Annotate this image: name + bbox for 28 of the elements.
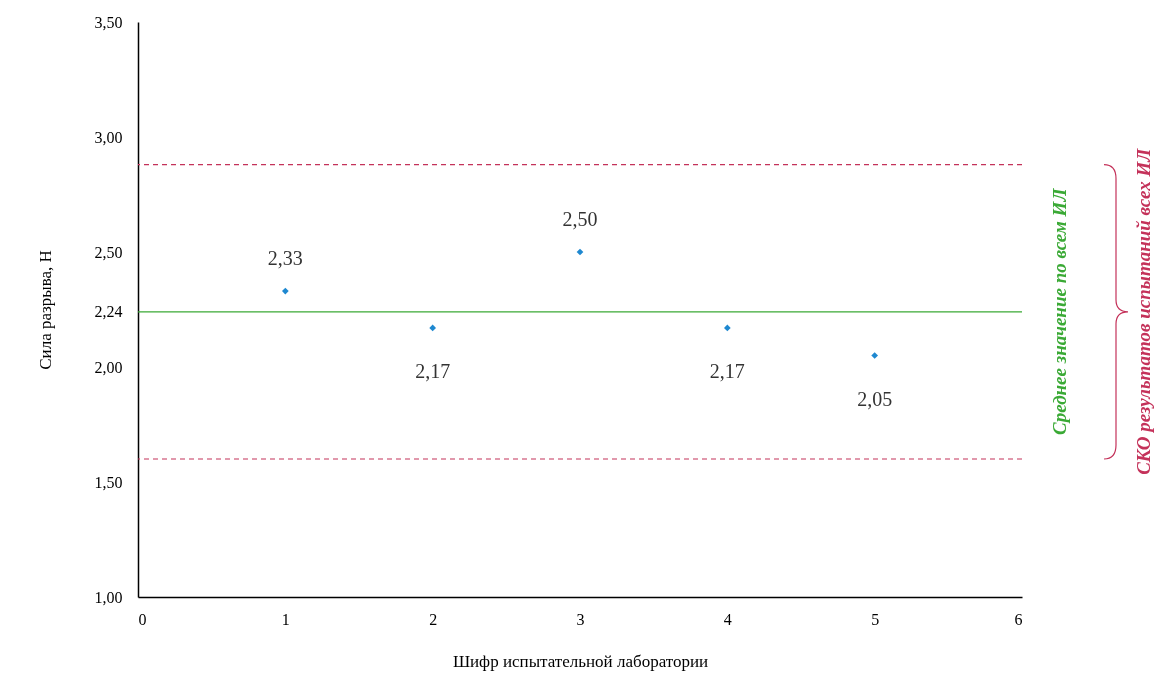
data-label: 2,05 <box>857 387 893 410</box>
x-tick-label: 0 <box>138 610 147 628</box>
y-axis-title: Сила разрыва, Н <box>35 250 55 370</box>
data-label: 2,17 <box>709 359 745 382</box>
point <box>576 248 584 256</box>
y-tick-label: 1,00 <box>94 588 123 606</box>
ref-line-label: Среднее значение по всем ИЛ <box>1049 187 1070 436</box>
point <box>723 324 731 332</box>
data-label: 2,17 <box>415 359 451 382</box>
point <box>429 324 437 332</box>
x-tick-label: 5 <box>871 610 880 628</box>
y-tick-label: 2,00 <box>94 358 123 376</box>
x-tick-label: 6 <box>1014 610 1023 628</box>
y-tick-label: 2,50 <box>94 243 123 261</box>
x-tick-label: 2 <box>429 610 438 628</box>
ref-line-label: СКО результатов испытаний всех ИЛ <box>1133 147 1154 475</box>
data-label: 2,33 <box>267 247 303 270</box>
y-tick-label: 3,00 <box>94 128 123 146</box>
y-tick-label: 2,24 <box>94 303 123 321</box>
y-tick-label: 1,50 <box>94 473 123 491</box>
point <box>871 352 879 359</box>
x-tick-label: 4 <box>723 610 732 628</box>
point <box>281 287 289 295</box>
data-label: 2,50 <box>562 208 598 230</box>
y-tick-label: 3,50 <box>94 13 123 31</box>
x-axis-title: Шифр испытательной лаборатории <box>452 651 709 671</box>
x-tick-label: 3 <box>576 610 585 628</box>
x-tick-label: 1 <box>281 610 290 628</box>
